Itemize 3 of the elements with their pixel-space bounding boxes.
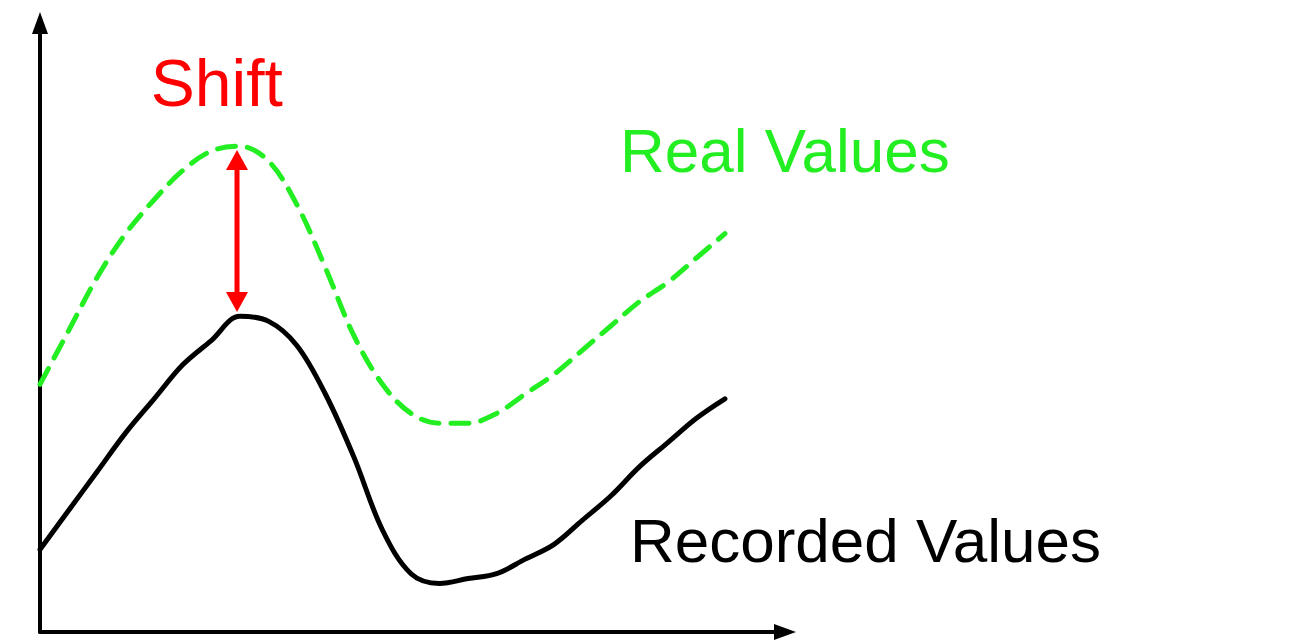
series-label: Recorded Values [629, 506, 1101, 576]
series-label: Real Values [619, 116, 950, 186]
text: Shift [150, 46, 283, 121]
